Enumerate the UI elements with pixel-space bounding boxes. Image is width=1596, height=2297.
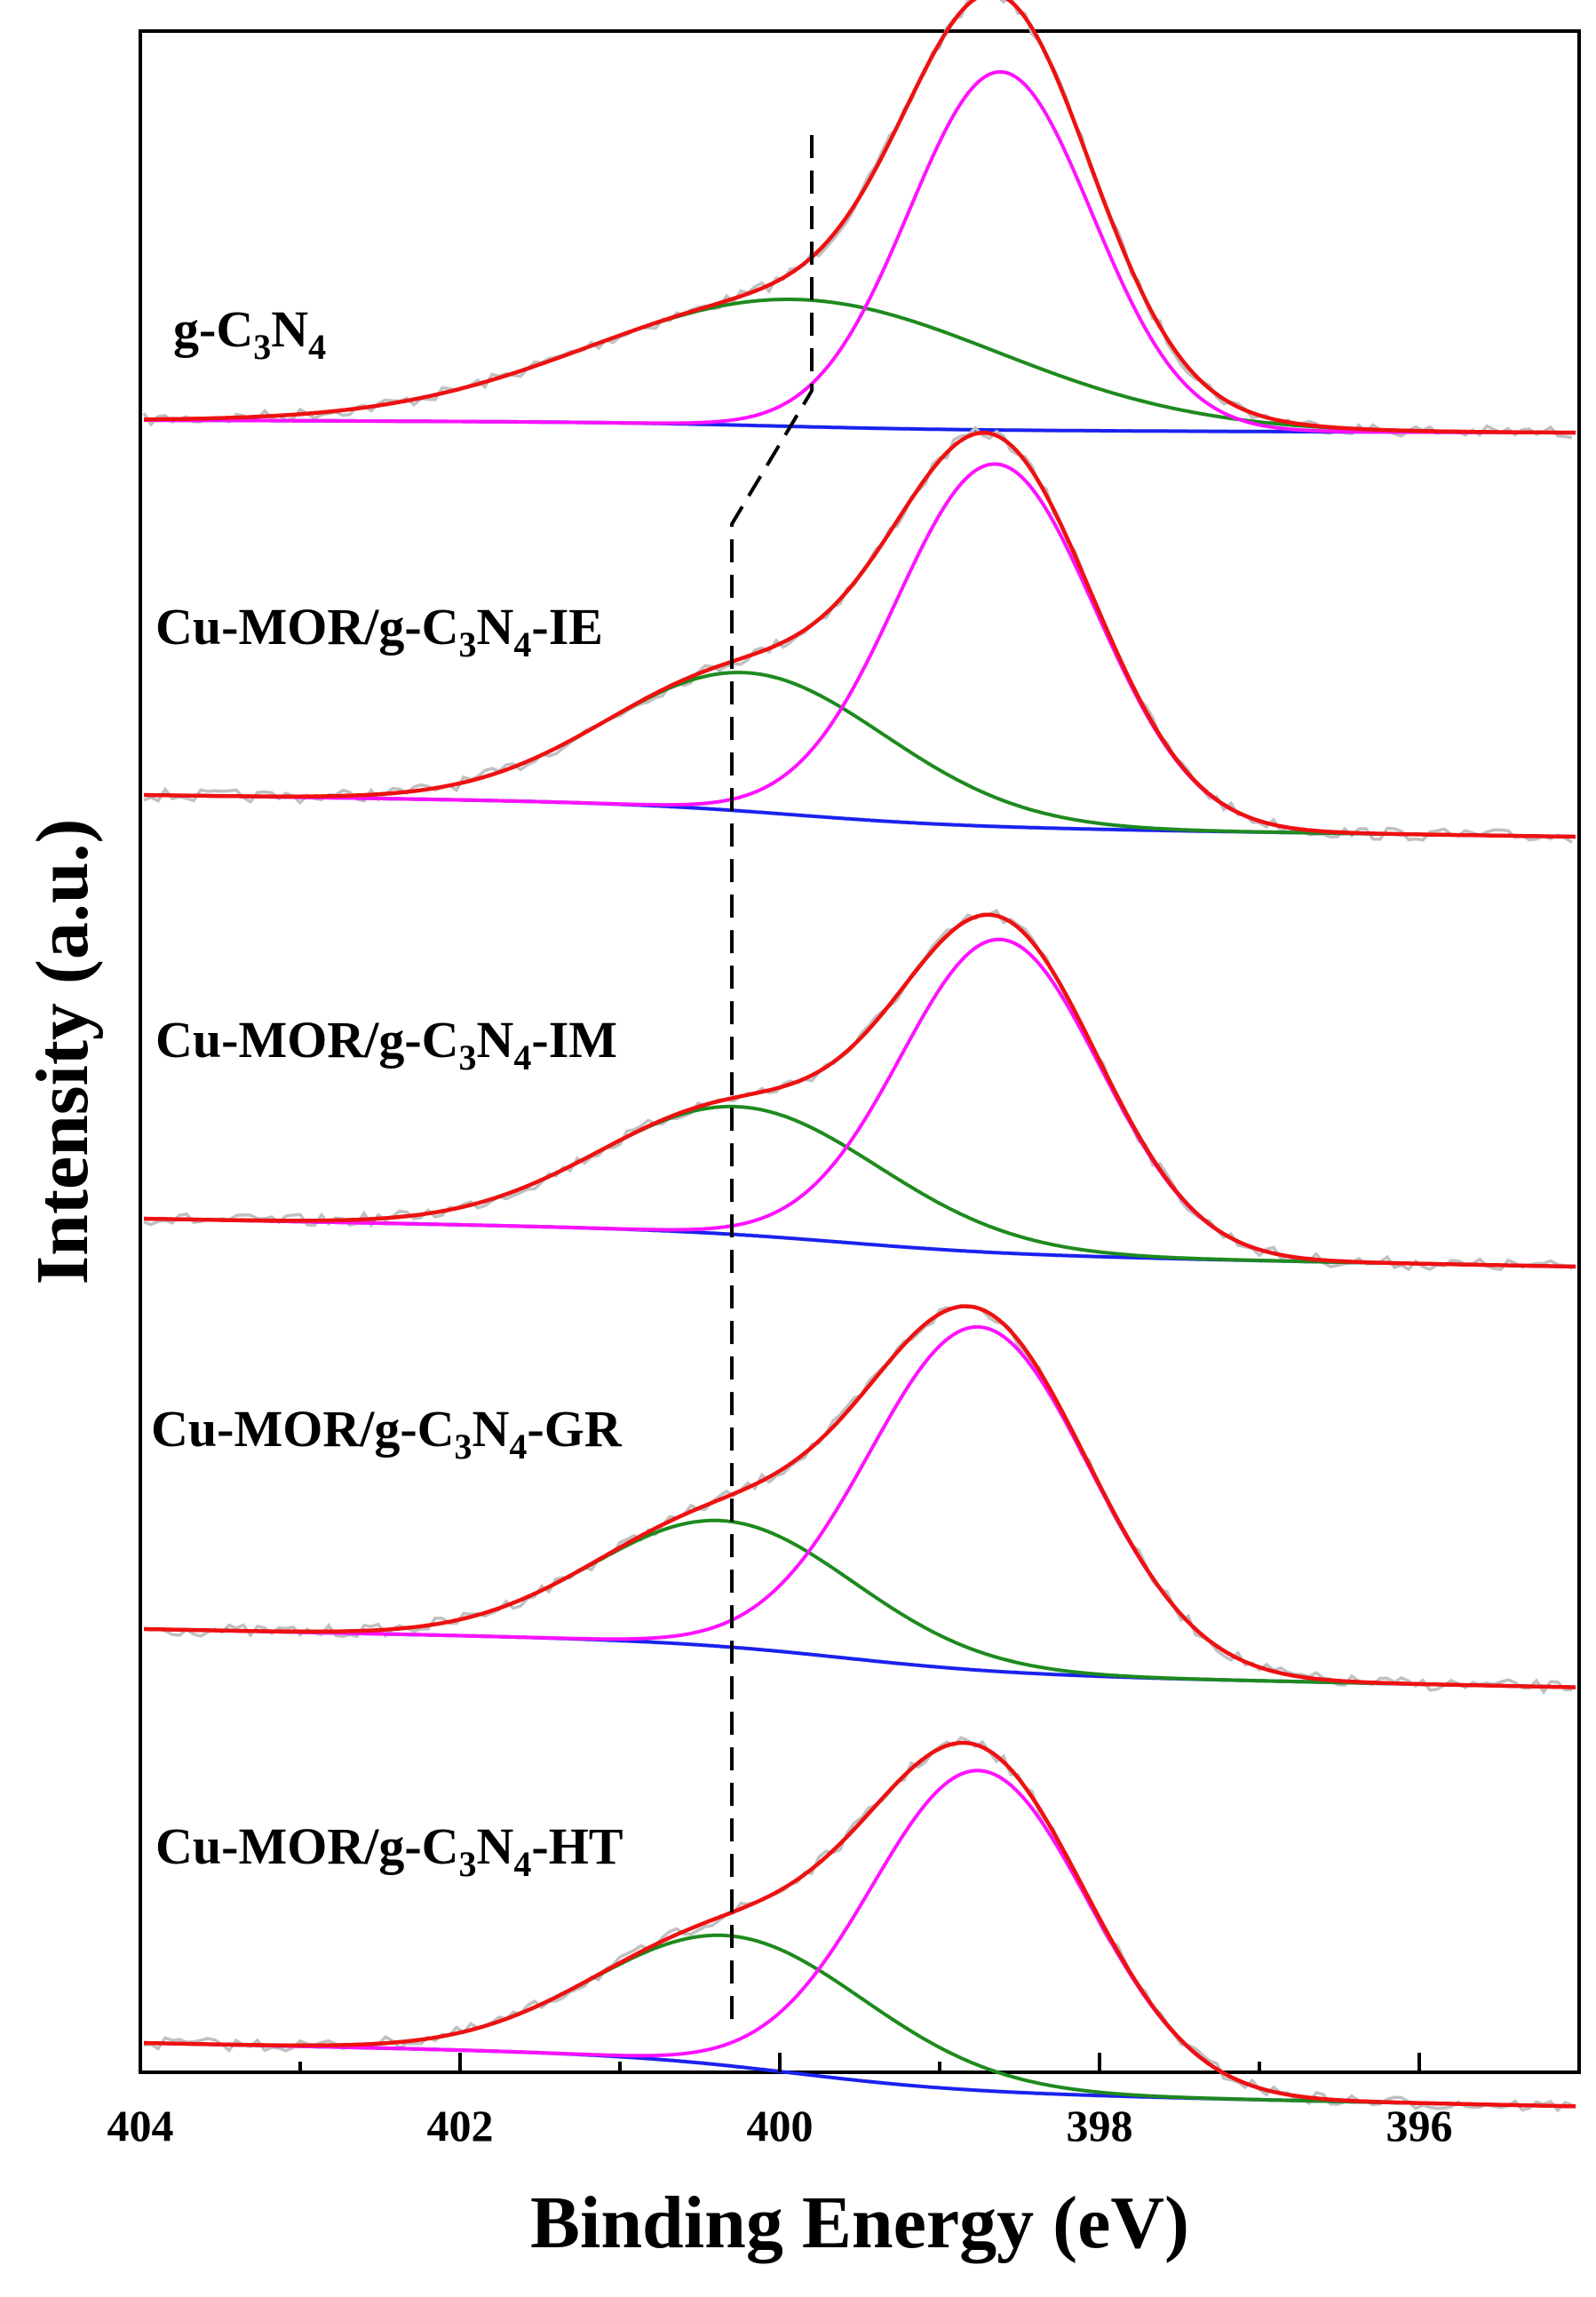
envelope-line-1 bbox=[144, 0, 1576, 435]
plot-area bbox=[142, 0, 1576, 2113]
x-tick-label: 398 bbox=[1067, 2101, 1133, 2150]
label-text: Cu-MOR/g-C bbox=[155, 598, 459, 656]
label-text: Cu-MOR/g-C bbox=[151, 1400, 455, 1458]
label-text: Cu-MOR/g-C bbox=[155, 1817, 459, 1875]
plot-frame bbox=[139, 29, 1581, 2074]
panel-4 bbox=[143, 1303, 1576, 1696]
envelope-line-5 bbox=[144, 1740, 1576, 2109]
raw-data-line-3 bbox=[143, 909, 1573, 1272]
panel-2 bbox=[143, 425, 1576, 844]
x-axis-tick-labels: 404 402 400 398 396 bbox=[107, 2101, 1453, 2150]
label-text: N bbox=[477, 1011, 514, 1069]
label-text: N bbox=[472, 1400, 510, 1458]
panel-5 bbox=[143, 1736, 1576, 2113]
label-subscript: 3 bbox=[253, 327, 271, 367]
peak-position-marker bbox=[730, 135, 814, 2030]
label-subscript: 3 bbox=[459, 1037, 477, 1077]
sample-label-4: Cu-MOR/g-C3N4-GR bbox=[151, 1400, 623, 1466]
label-subscript: 4 bbox=[308, 327, 326, 367]
label-subscript: 3 bbox=[459, 624, 477, 664]
background-line-4 bbox=[144, 1627, 1576, 1689]
label-text: Cu-MOR/g-C bbox=[155, 1011, 459, 1069]
label-subscript: 4 bbox=[513, 1037, 531, 1077]
x-tick-label: 404 bbox=[107, 2101, 174, 2150]
x-tick-label: 396 bbox=[1386, 2101, 1453, 2150]
panel-1 bbox=[142, 0, 1576, 440]
sample-labels: g-C3N4Cu-MOR/g-C3N4-IECu-MOR/g-C3N4-IMCu… bbox=[151, 300, 623, 1884]
label-subscript: 3 bbox=[455, 1427, 472, 1466]
x-tick-label: 400 bbox=[747, 2101, 814, 2150]
label-text: -HT bbox=[531, 1817, 623, 1875]
envelope-line-3 bbox=[144, 912, 1576, 1269]
sample-label-3: Cu-MOR/g-C3N4-IM bbox=[155, 1011, 617, 1077]
panel-3 bbox=[143, 909, 1576, 1272]
x-tick-label: 402 bbox=[427, 2101, 494, 2150]
label-text: N bbox=[271, 300, 308, 358]
background-line-5 bbox=[144, 2041, 1576, 2109]
main-peak-line-1 bbox=[144, 69, 1576, 435]
y-axis-title: Intensity (a.u.) bbox=[21, 818, 104, 1284]
label-text: g-C bbox=[173, 300, 253, 358]
label-text: -IM bbox=[531, 1011, 617, 1069]
label-text: -IE bbox=[531, 598, 603, 656]
envelope-line-4 bbox=[144, 1304, 1576, 1689]
background-line-2 bbox=[144, 793, 1576, 839]
main-peak-line-4 bbox=[144, 1324, 1576, 1689]
shoulder-peak-line-4 bbox=[144, 1518, 1576, 1689]
envelope-line-2 bbox=[144, 430, 1576, 839]
sample-label-2: Cu-MOR/g-C3N4-IE bbox=[155, 598, 603, 664]
label-text: N bbox=[477, 598, 514, 656]
raw-data-line-1 bbox=[142, 0, 1573, 440]
label-text: N bbox=[477, 1817, 514, 1875]
sample-label-5: Cu-MOR/g-C3N4-HT bbox=[155, 1817, 623, 1884]
label-subscript: 4 bbox=[509, 1427, 527, 1466]
raw-data-line-5 bbox=[143, 1736, 1573, 2113]
label-subscript: 4 bbox=[513, 1844, 531, 1884]
sample-label-1: g-C3N4 bbox=[173, 300, 326, 367]
label-subscript: 3 bbox=[459, 1844, 477, 1884]
x-axis-title: Binding Energy (eV) bbox=[530, 2182, 1189, 2264]
shoulder-peak-line-2 bbox=[144, 671, 1576, 839]
main-peak-line-3 bbox=[144, 937, 1576, 1268]
label-subscript: 4 bbox=[513, 624, 531, 664]
x-axis-ticks bbox=[139, 2053, 1581, 2072]
label-text: -GR bbox=[527, 1400, 622, 1458]
